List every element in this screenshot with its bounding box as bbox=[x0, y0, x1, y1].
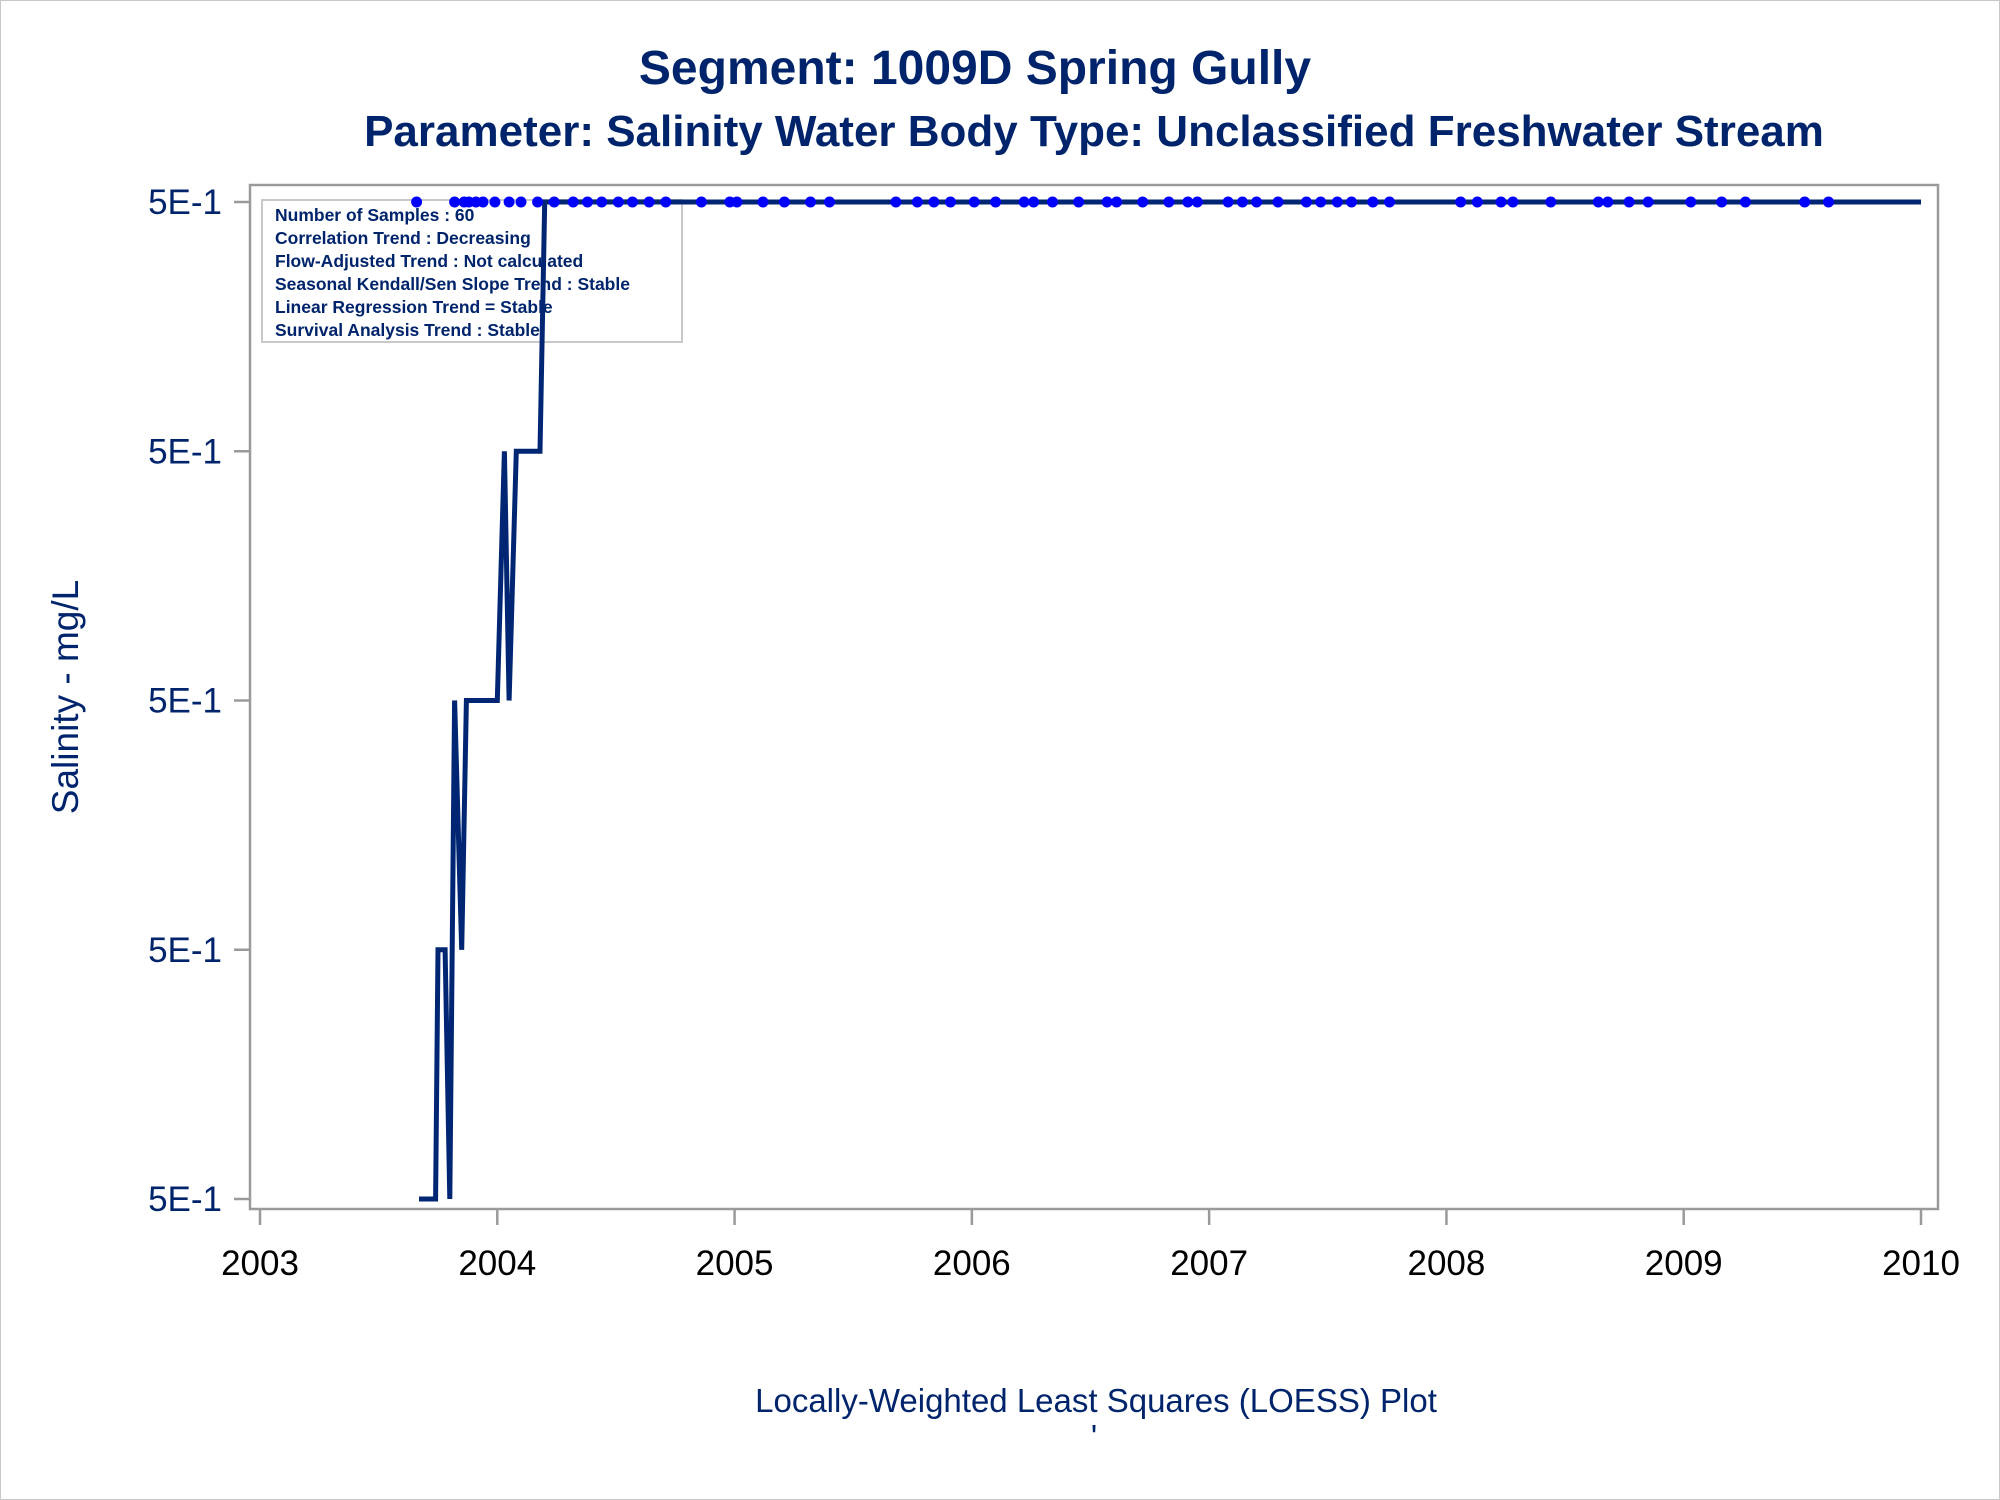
loess-line bbox=[419, 199, 1921, 1202]
data-point bbox=[1642, 196, 1654, 208]
data-point bbox=[695, 196, 707, 208]
data-point bbox=[1331, 196, 1343, 208]
data-point bbox=[1799, 196, 1811, 208]
x-axis: 2003 2004 2005 2006 2007 2008 2009 2010 bbox=[221, 1209, 1960, 1283]
data-point bbox=[1455, 196, 1467, 208]
y-tick-label: 5E-1 bbox=[148, 1180, 222, 1219]
plot-area-frame bbox=[248, 183, 1940, 1211]
stats-seasonal-kendall-trend: Seasonal Kendall/Sen Slope Trend : Stabl… bbox=[275, 274, 630, 294]
y-axis: 5E-1 5E-1 5E-1 5E-1 5E-1 bbox=[148, 183, 250, 1219]
data-point bbox=[928, 196, 940, 208]
stats-box-border bbox=[261, 199, 683, 343]
data-point bbox=[1739, 196, 1751, 208]
data-point bbox=[945, 196, 956, 208]
x-tick-label: 2010 bbox=[1882, 1244, 1960, 1283]
y-tick-label: 5E-1 bbox=[148, 682, 222, 721]
data-point bbox=[890, 196, 902, 208]
data-point bbox=[1018, 196, 1030, 208]
data-point bbox=[1073, 196, 1085, 208]
data-point bbox=[567, 196, 579, 208]
data-point bbox=[1300, 196, 1312, 208]
data-point bbox=[548, 196, 560, 208]
data-point bbox=[1191, 196, 1203, 208]
x-tick-label: 2008 bbox=[1407, 1244, 1485, 1283]
y-tick-label: 5E-1 bbox=[148, 931, 222, 970]
data-point bbox=[515, 196, 527, 208]
data-point bbox=[1251, 196, 1263, 208]
data-point bbox=[1545, 196, 1557, 208]
y-tick-label: 5E-1 bbox=[148, 432, 222, 471]
data-point bbox=[757, 196, 769, 208]
stats-box: Number of Samples : 60 Correlation Trend… bbox=[261, 199, 683, 343]
x-tick-label: 2003 bbox=[221, 1244, 299, 1283]
data-point bbox=[1047, 196, 1058, 208]
data-point bbox=[1163, 196, 1175, 208]
data-point bbox=[1028, 196, 1040, 208]
chart-footnote: Locally-Weighted Least Squares (LOESS) P… bbox=[755, 1382, 1437, 1419]
x-tick-label: 2009 bbox=[1645, 1244, 1723, 1283]
data-point bbox=[824, 196, 835, 208]
data-point bbox=[1384, 196, 1395, 208]
stats-samples: Number of Samples : 60 bbox=[275, 205, 475, 225]
data-point bbox=[1272, 196, 1284, 208]
data-point bbox=[1823, 196, 1834, 208]
data-point bbox=[1623, 196, 1635, 208]
data-point bbox=[731, 196, 743, 208]
stats-survival-analysis-trend: Survival Analysis Trend : Stable bbox=[275, 320, 540, 340]
data-point bbox=[612, 196, 624, 208]
data-point bbox=[449, 196, 461, 208]
chart-title: Segment: 1009D Spring Gully bbox=[639, 42, 1311, 95]
data-point bbox=[627, 196, 638, 208]
data-point bbox=[1602, 196, 1614, 208]
data-point bbox=[1315, 196, 1327, 208]
data-point bbox=[1182, 196, 1194, 208]
data-point bbox=[1471, 196, 1483, 208]
data-point bbox=[582, 196, 593, 208]
x-tick-label: 2005 bbox=[696, 1244, 774, 1283]
data-point bbox=[805, 196, 816, 208]
x-tick-label: 2007 bbox=[1170, 1244, 1248, 1283]
y-tick-label: 5E-1 bbox=[148, 183, 222, 222]
data-point bbox=[990, 196, 1002, 208]
data-point bbox=[596, 196, 608, 208]
data-point bbox=[643, 196, 655, 208]
stats-flow-adjusted-trend: Flow-Adjusted Trend : Not calculated bbox=[275, 251, 583, 271]
data-point bbox=[911, 196, 923, 208]
data-point bbox=[1592, 196, 1604, 208]
chart-subtitle: Parameter: Salinity Water Body Type: Unc… bbox=[364, 107, 1824, 156]
y-axis-title: Salinity - mg/L bbox=[45, 580, 86, 814]
data-point bbox=[1507, 196, 1519, 208]
data-point bbox=[1236, 196, 1248, 208]
data-point bbox=[660, 196, 672, 208]
data-point bbox=[477, 196, 489, 208]
data-point bbox=[1222, 196, 1234, 208]
data-point bbox=[489, 196, 501, 208]
data-point bbox=[1101, 196, 1113, 208]
data-point bbox=[1716, 196, 1728, 208]
data-point bbox=[1111, 196, 1123, 208]
data-point bbox=[1495, 196, 1507, 208]
stats-linear-regression-trend: Linear Regression Trend = Stable bbox=[275, 297, 553, 317]
data-point bbox=[503, 196, 515, 208]
data-point bbox=[778, 196, 790, 208]
data-point bbox=[1137, 196, 1149, 208]
data-point bbox=[968, 196, 980, 208]
data-point bbox=[1367, 196, 1379, 208]
data-point bbox=[532, 196, 544, 208]
series-layer bbox=[411, 196, 1921, 1202]
x-tick-label: 2006 bbox=[933, 1244, 1011, 1283]
stats-correlation-trend: Correlation Trend : Decreasing bbox=[275, 228, 531, 248]
data-point bbox=[1685, 196, 1697, 208]
x-tick-label: 2004 bbox=[458, 1244, 536, 1283]
chart-footnote-mark: ' bbox=[1091, 1418, 1097, 1455]
data-point bbox=[411, 196, 423, 208]
data-point bbox=[1346, 196, 1357, 208]
